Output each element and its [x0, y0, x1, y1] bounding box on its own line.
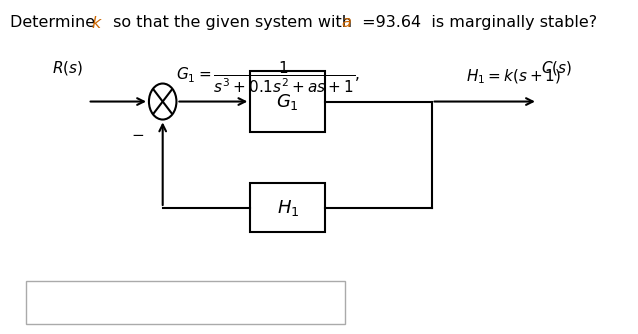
Text: $G_1 = \dfrac{1}{s^3 + 0.1s^2 + as + 1},$: $G_1 = \dfrac{1}{s^3 + 0.1s^2 + as + 1},… — [176, 59, 360, 95]
Text: $k$: $k$ — [91, 15, 103, 31]
Text: $H_1 = k(s+1)$: $H_1 = k(s+1)$ — [466, 67, 561, 86]
Text: so that the given system with: so that the given system with — [108, 15, 357, 30]
Text: $-$: $-$ — [131, 127, 144, 141]
Bar — [250, 183, 325, 232]
Text: $R(s)$: $R(s)$ — [52, 59, 83, 77]
Text: $C(s)$: $C(s)$ — [541, 59, 572, 77]
Text: Determine: Determine — [10, 15, 100, 30]
Bar — [250, 71, 325, 132]
Text: $G_1$: $G_1$ — [276, 92, 299, 112]
Text: $a$: $a$ — [341, 15, 352, 30]
Text: =93.64  is marginally stable?: =93.64 is marginally stable? — [357, 15, 597, 30]
Text: $H_1$: $H_1$ — [276, 198, 299, 218]
